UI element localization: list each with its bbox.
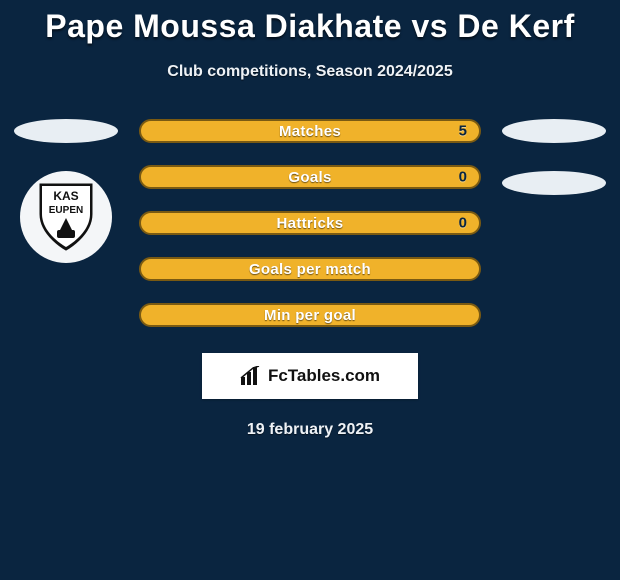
club-crest-icon: KAS EUPEN (27, 178, 105, 256)
crest-line1: KAS (53, 189, 78, 203)
bars-icon (240, 366, 262, 386)
right-placeholder-ellipse-1 (502, 119, 606, 143)
stat-row-goals-per-match: Goals per match (139, 257, 481, 281)
crest-line2: EUPEN (49, 205, 83, 216)
stat-row-hattricks: Hattricks (139, 211, 481, 235)
stat-column: Matches Goals Hattricks Goals per match Min … (139, 119, 481, 327)
stat-row-goals: Goals (139, 165, 481, 189)
brand-box: FcTables.com (202, 353, 418, 399)
stat-label: Matches (279, 123, 341, 140)
stat-label: Goals (288, 169, 331, 186)
stat-row-matches: Matches (139, 119, 481, 143)
comparison-panel: KAS EUPEN Matches Goals Hattricks Goals per… (0, 119, 620, 327)
stat-label: Min per goal (264, 307, 356, 324)
date-line: 19 february 2025 (0, 421, 620, 439)
page-title: Pape Moussa Diakhate vs De Kerf (0, 0, 620, 45)
stat-label: Hattricks (277, 215, 344, 232)
right-placeholder-ellipse-2 (502, 171, 606, 195)
brand-text: FcTables.com (268, 366, 380, 386)
right-player-column (499, 119, 609, 195)
left-player-column: KAS EUPEN (11, 119, 121, 263)
club-badge-eupen: KAS EUPEN (20, 171, 112, 263)
stat-label: Goals per match (249, 261, 371, 278)
subtitle: Club competitions, Season 2024/2025 (0, 63, 620, 81)
left-placeholder-ellipse (14, 119, 118, 143)
stat-row-min-per-goal: Min per goal (139, 303, 481, 327)
